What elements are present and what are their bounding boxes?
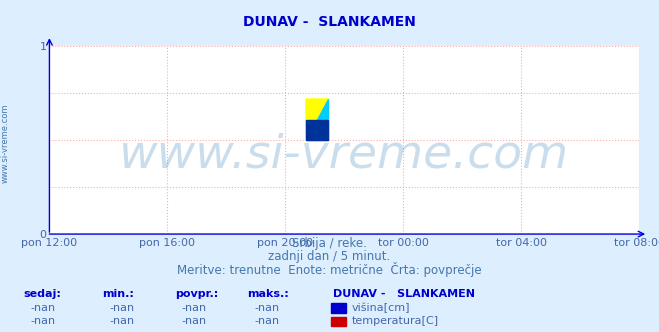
- Text: -nan: -nan: [182, 303, 207, 313]
- Text: maks.:: maks.:: [247, 289, 289, 299]
- Text: www.si-vreme.com: www.si-vreme.com: [1, 103, 10, 183]
- Text: višina[cm]: višina[cm]: [351, 303, 410, 313]
- Text: -nan: -nan: [254, 303, 279, 313]
- Text: Meritve: trenutne  Enote: metrične  Črta: povprečje: Meritve: trenutne Enote: metrične Črta: …: [177, 262, 482, 277]
- Text: povpr.:: povpr.:: [175, 289, 218, 299]
- Text: DUNAV -  SLANKAMEN: DUNAV - SLANKAMEN: [243, 15, 416, 29]
- Text: -nan: -nan: [182, 316, 207, 326]
- Text: -nan: -nan: [109, 303, 134, 313]
- Text: www.si-vreme.com: www.si-vreme.com: [119, 133, 569, 178]
- Text: temperatura[C]: temperatura[C]: [351, 316, 438, 326]
- Text: -nan: -nan: [109, 316, 134, 326]
- Text: -nan: -nan: [30, 303, 55, 313]
- Text: zadnji dan / 5 minut.: zadnji dan / 5 minut.: [268, 250, 391, 263]
- Text: -nan: -nan: [30, 316, 55, 326]
- Text: min.:: min.:: [102, 289, 134, 299]
- Polygon shape: [306, 99, 328, 140]
- Text: sedaj:: sedaj:: [23, 289, 61, 299]
- Text: Srbija / reke.: Srbija / reke.: [292, 236, 367, 250]
- Text: -nan: -nan: [254, 316, 279, 326]
- Polygon shape: [306, 121, 328, 140]
- Text: DUNAV -   SLANKAMEN: DUNAV - SLANKAMEN: [333, 289, 474, 299]
- Polygon shape: [306, 99, 328, 140]
